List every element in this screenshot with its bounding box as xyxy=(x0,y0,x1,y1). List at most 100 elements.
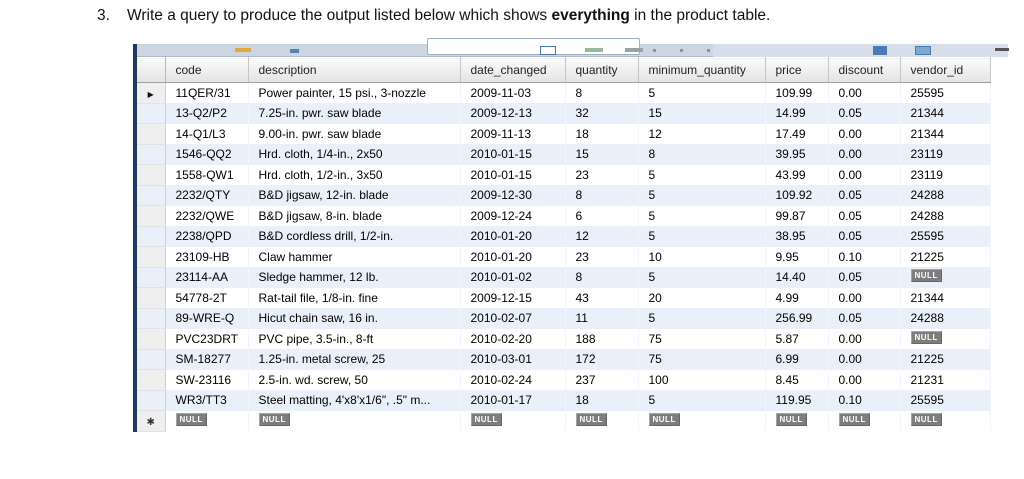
cell-quantity[interactable]: 23 xyxy=(565,246,639,267)
cell-date_changed[interactable]: 2010-01-20 xyxy=(460,226,566,247)
cell-code[interactable]: 89-WRE-Q xyxy=(165,308,249,329)
cell-code[interactable]: 2238/QPD xyxy=(165,226,249,247)
cell-code[interactable]: 2232/QTY xyxy=(165,185,249,206)
cell-minimum_quantity[interactable]: 5 xyxy=(638,308,766,329)
cell-price[interactable]: 99.87 xyxy=(765,205,829,226)
cell-minimum_quantity[interactable]: NULL xyxy=(638,410,766,431)
form-view-button[interactable] xyxy=(915,46,931,55)
row-selector[interactable] xyxy=(137,103,166,124)
cell-description[interactable]: 7.25-in. pwr. saw blade xyxy=(248,103,461,124)
cell-code[interactable]: PVC23DRT xyxy=(165,328,249,349)
cell-quantity[interactable]: 32 xyxy=(565,103,639,124)
cell-date_changed[interactable]: 2010-01-20 xyxy=(460,246,566,267)
cell-date_changed[interactable]: 2009-11-03 xyxy=(460,82,566,103)
cell-price[interactable]: 17.49 xyxy=(765,123,829,144)
cell-vendor_id[interactable]: 24288 xyxy=(900,205,991,226)
cell-price[interactable]: 9.95 xyxy=(765,246,829,267)
cell-discount[interactable]: 0.00 xyxy=(828,328,901,349)
cell-description[interactable]: 2.5-in. wd. screw, 50 xyxy=(248,369,461,390)
cell-description[interactable]: B&D jigsaw, 8-in. blade xyxy=(248,205,461,226)
cell-vendor_id[interactable]: NULL xyxy=(900,328,991,349)
cell-discount[interactable]: 0.00 xyxy=(828,144,901,165)
cell-minimum_quantity[interactable]: 5 xyxy=(638,390,766,411)
cell-minimum_quantity[interactable]: 75 xyxy=(638,349,766,370)
cell-discount[interactable]: 0.00 xyxy=(828,123,901,144)
cell-description[interactable]: B&D cordless drill, 1/2-in. xyxy=(248,226,461,247)
cell-price[interactable]: 109.92 xyxy=(765,185,829,206)
cell-price[interactable]: 119.95 xyxy=(765,390,829,411)
cell-code[interactable]: 23109-HB xyxy=(165,246,249,267)
cell-description[interactable]: NULL xyxy=(248,410,461,431)
column-header-discount[interactable]: discount xyxy=(828,57,901,83)
cell-discount[interactable]: 0.05 xyxy=(828,267,901,288)
cell-price[interactable]: 5.87 xyxy=(765,328,829,349)
cell-code[interactable]: 2232/QWE xyxy=(165,205,249,226)
cell-date_changed[interactable]: 2009-12-13 xyxy=(460,103,566,124)
export-button[interactable] xyxy=(540,46,556,55)
cell-vendor_id[interactable]: 21344 xyxy=(900,123,991,144)
cell-vendor_id[interactable]: 21344 xyxy=(900,103,991,124)
cell-discount[interactable]: 0.05 xyxy=(828,226,901,247)
cell-code[interactable]: NULL xyxy=(165,410,249,431)
cell-price[interactable]: 38.95 xyxy=(765,226,829,247)
cell-quantity[interactable]: 12 xyxy=(565,226,639,247)
cell-quantity[interactable]: 8 xyxy=(565,267,639,288)
cell-description[interactable]: 1.25-in. metal screw, 25 xyxy=(248,349,461,370)
cell-price[interactable]: 4.99 xyxy=(765,287,829,308)
cell-vendor_id[interactable]: 21344 xyxy=(900,287,991,308)
cell-vendor_id[interactable]: 24288 xyxy=(900,185,991,206)
cell-description[interactable]: Claw hammer xyxy=(248,246,461,267)
cell-vendor_id[interactable]: 23119 xyxy=(900,144,991,165)
cell-vendor_id[interactable]: 25595 xyxy=(900,82,991,103)
cell-date_changed[interactable]: 2010-01-15 xyxy=(460,144,566,165)
cell-discount[interactable]: 0.05 xyxy=(828,308,901,329)
cell-vendor_id[interactable]: 21231 xyxy=(900,369,991,390)
row-selector[interactable] xyxy=(137,164,166,186)
cell-minimum_quantity[interactable]: 8 xyxy=(638,144,766,165)
cell-vendor_id[interactable]: NULL xyxy=(900,267,991,288)
cell-minimum_quantity[interactable]: 5 xyxy=(638,164,766,185)
column-header-description[interactable]: description xyxy=(248,57,461,83)
cell-vendor_id[interactable]: 21225 xyxy=(900,349,991,370)
cell-description[interactable]: PVC pipe, 3.5-in., 8-ft xyxy=(248,328,461,349)
cell-minimum_quantity[interactable]: 5 xyxy=(638,185,766,206)
row-selector[interactable] xyxy=(137,390,166,411)
cell-minimum_quantity[interactable]: 5 xyxy=(638,82,766,103)
cell-discount[interactable]: 0.05 xyxy=(828,205,901,226)
cell-quantity[interactable]: 18 xyxy=(565,123,639,144)
cell-quantity[interactable]: 237 xyxy=(565,369,639,390)
cell-quantity[interactable]: 23 xyxy=(565,164,639,185)
cell-minimum_quantity[interactable]: 5 xyxy=(638,267,766,288)
cell-vendor_id[interactable]: 21225 xyxy=(900,246,991,267)
cell-minimum_quantity[interactable]: 75 xyxy=(638,328,766,349)
cell-code[interactable]: 13-Q2/P2 xyxy=(165,103,249,124)
cell-discount[interactable]: 0.10 xyxy=(828,246,901,267)
row-selector[interactable] xyxy=(137,369,166,391)
cell-date_changed[interactable]: 2009-12-15 xyxy=(460,287,566,308)
cell-quantity[interactable]: 6 xyxy=(565,205,639,226)
cell-code[interactable]: WR3/TT3 xyxy=(165,390,249,411)
cell-description[interactable]: Hrd. cloth, 1/4-in., 2x50 xyxy=(248,144,461,165)
cell-price[interactable]: 14.99 xyxy=(765,103,829,124)
cell-date_changed[interactable]: 2010-01-15 xyxy=(460,164,566,185)
row-selector[interactable] xyxy=(137,246,166,268)
grid-view-button[interactable] xyxy=(873,46,887,55)
cell-code[interactable]: 11QER/31 xyxy=(165,82,249,103)
cell-date_changed[interactable]: 2009-12-24 xyxy=(460,205,566,226)
cell-code[interactable]: SW-23116 xyxy=(165,369,249,390)
cell-price[interactable]: 109.99 xyxy=(765,82,829,103)
cell-vendor_id[interactable]: 24288 xyxy=(900,308,991,329)
row-selector[interactable] xyxy=(137,308,166,329)
cell-code[interactable]: 14-Q1/L3 xyxy=(165,123,249,144)
cell-price[interactable]: 6.99 xyxy=(765,349,829,370)
cell-discount[interactable]: 0.00 xyxy=(828,369,901,390)
cell-minimum_quantity[interactable]: 12 xyxy=(638,123,766,144)
cell-date_changed[interactable]: NULL xyxy=(460,410,566,431)
cell-quantity[interactable]: 18 xyxy=(565,390,639,411)
column-header-date_changed[interactable]: date_changed xyxy=(460,57,566,83)
row-selector[interactable] xyxy=(137,267,166,288)
cell-discount[interactable]: NULL xyxy=(828,410,901,431)
cell-minimum_quantity[interactable]: 5 xyxy=(638,226,766,247)
column-header-quantity[interactable]: quantity xyxy=(565,57,639,83)
cell-quantity[interactable]: 8 xyxy=(565,185,639,206)
